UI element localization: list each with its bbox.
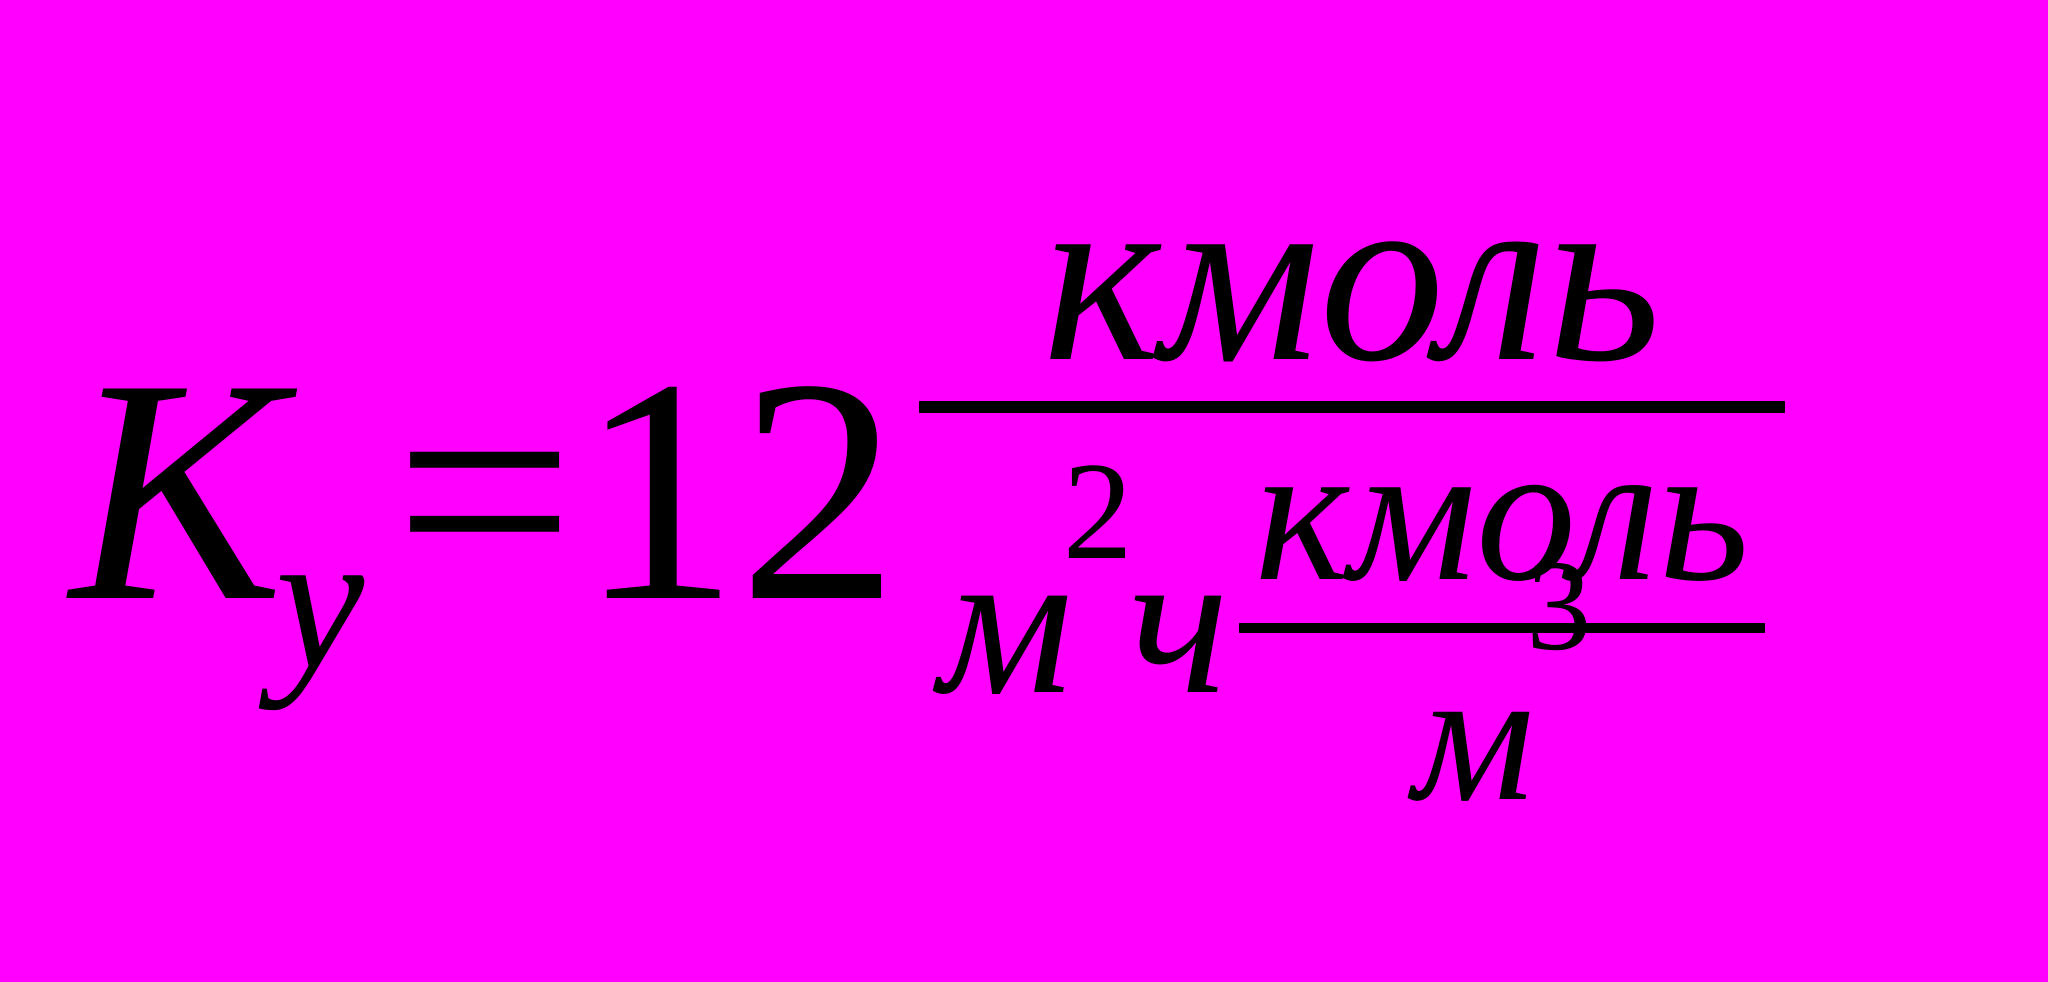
inner-numerator: кмоль — [1239, 413, 1765, 623]
equals-sign: = — [394, 331, 574, 651]
formula: K y = 12 кмоль м 2 ч кмоль м 3 — [0, 151, 1785, 831]
denominator-m: м — [939, 517, 1073, 727]
inner-fraction: кмоль м 3 — [1239, 413, 1765, 831]
denominator-ch: ч — [1129, 517, 1229, 727]
outer-numerator: кмоль — [1023, 151, 1681, 401]
coefficient: 12 — [579, 331, 899, 651]
inner-denominator: м 3 — [1413, 633, 1591, 831]
outer-fraction: кмоль м 2 ч кмоль м 3 — [919, 151, 1786, 831]
variable-K: K — [70, 331, 283, 651]
subscript-y: y — [275, 501, 364, 701]
denominator-m-exponent: 2 — [1063, 442, 1133, 582]
outer-denominator: м 2 ч кмоль м 3 — [919, 413, 1786, 831]
inner-denominator-m: м — [1413, 641, 1534, 831]
inner-denominator-m-exponent: 3 — [1526, 541, 1591, 671]
